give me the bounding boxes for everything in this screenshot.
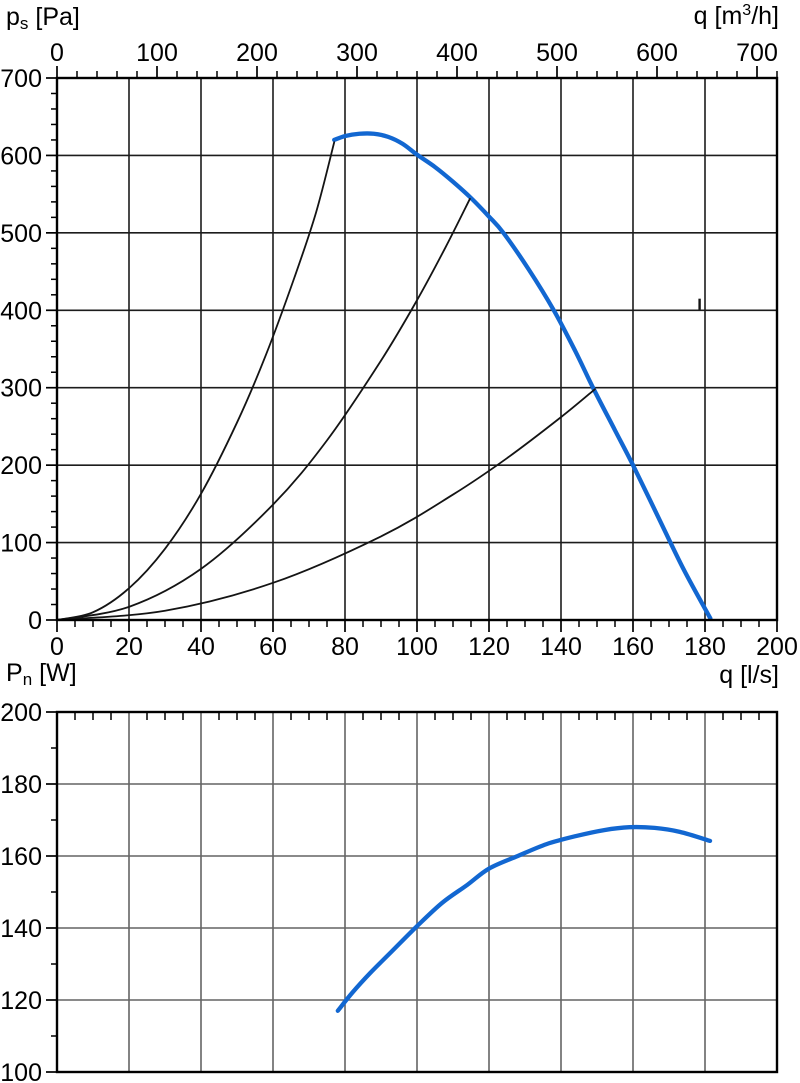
x-tick-label: 160: [612, 633, 654, 661]
x-tick-label: 20: [115, 633, 143, 661]
y-tick-label: 700: [0, 65, 42, 93]
y-tick-label: 100: [0, 1059, 42, 1083]
pressure-axis-title: ps [Pa]: [6, 3, 80, 34]
fan-pressure-chart: 0 100 200 300 400 500 600 700 0 20 40 60 80 100 120 140…: [0, 39, 798, 661]
system-curve-3: [56, 388, 596, 621]
pressure-axis-subscript: s: [19, 14, 29, 33]
pressure-axis-unit: [Pa]: [35, 3, 80, 31]
power-curve: [335, 824, 713, 1013]
power-axis-unit: [W]: [39, 659, 77, 687]
y-tick-label: 120: [0, 987, 42, 1015]
y-tick-label: 160: [0, 843, 42, 871]
pressure-axis-symbol: p: [6, 3, 20, 31]
power-axis-symbol: P: [6, 659, 23, 687]
flow-axis-m3h-pre: q [m: [693, 2, 743, 30]
flow-axis-ls-label: q [l/s]: [719, 661, 779, 689]
flow-axis-title-m3h: q [m3/h]: [694, 2, 779, 31]
x-top-tick-label: 300: [336, 39, 378, 67]
power-chart: 100 120 140 160 180 200: [0, 699, 779, 1083]
plot-frame: [55, 710, 779, 1074]
y-tick-label: 500: [0, 220, 42, 248]
fan-pressure-curve: [332, 131, 713, 621]
y-tick-label: 400: [0, 297, 42, 325]
y-tick-label: 180: [0, 771, 42, 799]
power-axis-title: Pn [W]: [6, 659, 77, 690]
x-top-tick-label: 400: [436, 39, 478, 67]
x-tick-label: 140: [540, 633, 582, 661]
x-top-tick-label: 600: [636, 39, 678, 67]
x-top-tick-label: 500: [536, 39, 578, 67]
x-tick-label: 200: [756, 633, 798, 661]
flow-axis-m3h-post: /h]: [751, 2, 779, 30]
y-tick-label: 300: [0, 375, 42, 403]
x-tick-label: 120: [468, 633, 510, 661]
system-curve-2: [56, 197, 471, 621]
x-tick-label: 40: [187, 633, 215, 661]
x-tick-label: 80: [331, 633, 359, 661]
y-tick-label: 200: [0, 699, 42, 727]
flow-axis-title-ls: q [l/s]: [719, 661, 779, 690]
x-top-tick-label: 200: [236, 39, 278, 67]
x-tick-label: 100: [396, 633, 438, 661]
flow-axis-m3h-superscript: 3: [742, 2, 752, 19]
y-tick-label: 200: [0, 452, 42, 480]
x-top-tick-label: 0: [50, 39, 64, 67]
plot-frame: [55, 76, 779, 622]
y-tick-label: 600: [0, 142, 42, 170]
y-tick-label: 0: [28, 607, 42, 635]
x-tick-label: 60: [259, 633, 287, 661]
y-tick-label: 140: [0, 915, 42, 943]
x-tick-label: 0: [50, 633, 64, 661]
system-curve-1: [56, 141, 336, 621]
y-tick-label: 100: [0, 530, 42, 558]
x-top-tick-label: 700: [736, 39, 778, 67]
x-tick-label: 180: [684, 633, 726, 661]
x-top-tick-label: 100: [136, 39, 178, 67]
power-axis-subscript: n: [22, 670, 33, 689]
